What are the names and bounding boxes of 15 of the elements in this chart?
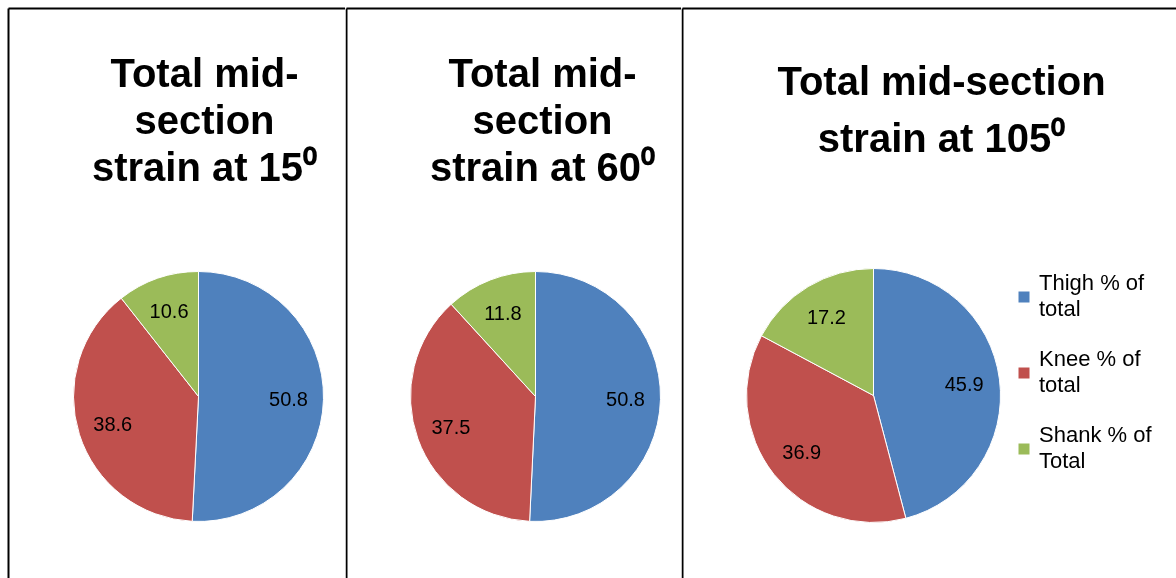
legend-label: Thigh % of total: [1039, 270, 1145, 322]
chart-title: Total mid-section strain at 15⁰: [91, 50, 318, 189]
data-label: 45.9: [944, 372, 984, 395]
data-label: 17.2: [807, 306, 846, 329]
chart-title: Total mid-section strain at 60⁰: [429, 50, 656, 189]
data-label: 11.8: [484, 301, 522, 324]
data-label: 10.6: [149, 300, 189, 323]
data-label: 38.6: [93, 412, 133, 435]
data-label: 36.9: [782, 441, 822, 464]
data-label: 50.8: [269, 387, 308, 410]
legend-label: Shank % of Total: [1039, 422, 1152, 474]
data-label: 50.8: [606, 387, 645, 410]
chart-title: Total mid-section strain at 105⁰: [777, 58, 1106, 160]
data-label: 37.5: [431, 416, 471, 439]
legend-label: Knee % of total: [1039, 346, 1141, 398]
